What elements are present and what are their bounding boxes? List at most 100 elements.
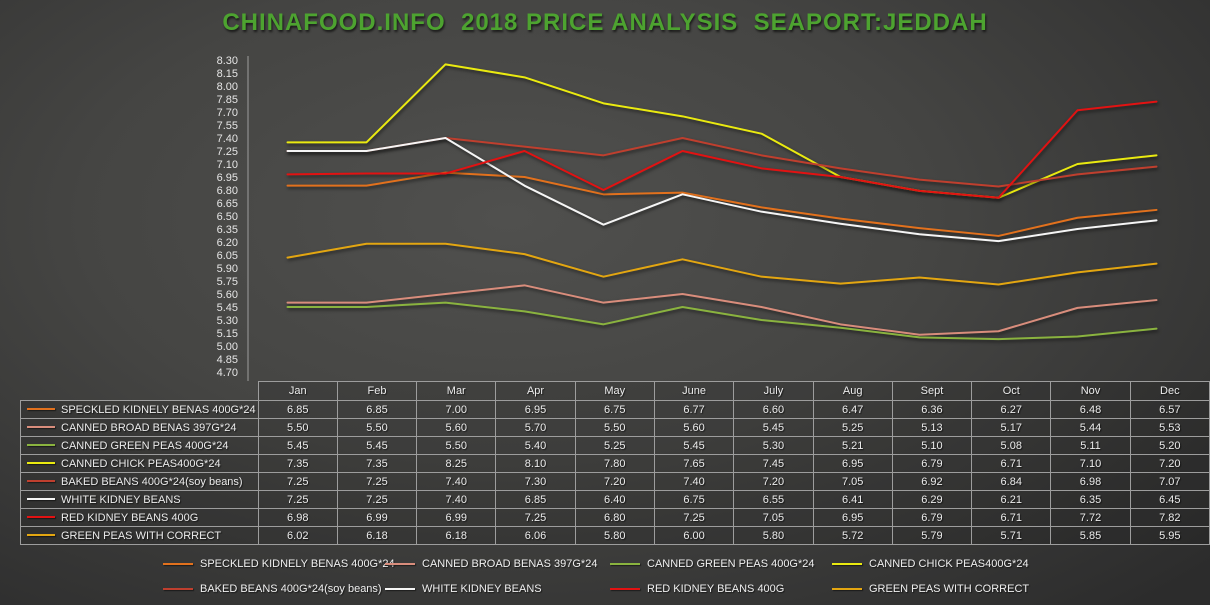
series-color-swatch [27,407,55,410]
y-axis-tick: 7.10 [217,159,238,171]
value-cell: 6.92 [891,472,973,491]
value-cell: 7.25 [257,490,338,509]
legend-swatch-icon [385,563,415,565]
value-cell: 5.08 [971,436,1052,455]
value-cell: 5.72 [812,526,893,545]
y-axis-tick: 5.60 [217,289,238,301]
value-cell: 5.79 [891,526,973,545]
value-cell: 7.20 [733,472,814,491]
month-header-cell: Mar [416,381,497,401]
y-axis-tick: 6.80 [217,185,238,197]
month-header-cell: Jan [257,381,338,401]
series-label-cell: CANNED CHICK PEAS400G*24 [20,454,259,473]
value-cell: 6.36 [891,400,973,419]
y-axis-tick: 6.05 [217,250,238,262]
value-cell: 7.05 [812,472,893,491]
value-cell: 5.17 [971,418,1052,437]
value-cell: 6.21 [971,490,1052,509]
value-cell: 6.45 [1129,490,1210,509]
value-cell: 6.40 [574,490,655,509]
value-cell: 7.25 [336,490,418,509]
month-header-cell: Dec [1129,381,1210,401]
table-row: GREEN PEAS WITH CORRECT 6.02 6.18 6.18 6.06 5… [20,526,1210,545]
value-cell: 6.71 [971,454,1052,473]
value-cell: 7.07 [1129,472,1210,491]
value-cell: 7.25 [495,508,576,527]
value-cell: 6.02 [257,526,338,545]
value-cell: 6.71 [971,508,1052,527]
value-cell: 7.82 [1129,508,1210,527]
legend-swatch-icon [163,588,193,590]
value-cell: 7.20 [1129,454,1210,473]
value-cell: 5.45 [257,436,338,455]
value-cell: 6.60 [733,400,814,419]
value-cell: 5.20 [1129,436,1210,455]
y-axis-tick: 7.55 [217,120,238,132]
y-axis-tick: 6.95 [217,172,238,184]
series-label: GREEN PEAS WITH CORRECT [61,529,222,542]
value-cell: 6.75 [574,400,655,419]
value-cell: 7.40 [653,472,735,491]
legend-item: CANNED CHICK PEAS400G*24 [832,556,1029,572]
value-cell: 6.57 [1129,400,1210,419]
y-axis-tick: 8.00 [217,81,238,93]
y-axis-tick: 6.20 [217,237,238,249]
value-cell: 5.25 [812,418,893,437]
legend-item: RED KIDNEY BEANS 400G [610,581,784,597]
series-color-swatch [27,479,55,482]
y-axis-tick: 8.15 [217,68,238,80]
value-cell: 5.50 [574,418,655,437]
value-cell: 6.75 [653,490,735,509]
value-cell: 7.30 [495,472,576,491]
legend-label: CANNED BROAD BENAS 397G*24 [422,558,598,570]
value-cell: 5.95 [1129,526,1210,545]
series-label: WHITE KIDNEY BEANS [61,493,181,506]
y-axis-tick: 5.30 [217,315,238,327]
series-label: CANNED BROAD BENAS 397G*24 [61,421,237,434]
month-header-cell: Sept [891,381,973,401]
legend-item: BAKED BEANS 400G*24(soy beans) [163,581,382,597]
table-row: BAKED BEANS 400G*24(soy beans) 7.25 7.25 7.… [20,472,1210,491]
legend-label: WHITE KIDNEY BEANS [422,583,542,595]
value-cell: 7.35 [336,454,418,473]
value-cell: 5.45 [336,436,418,455]
series-line-7 [286,242,1158,286]
value-cell: 6.79 [891,508,973,527]
value-cell: 5.50 [257,418,338,437]
legend-swatch-icon [610,588,640,590]
value-cell: 7.25 [257,472,338,491]
value-cell: 6.48 [1050,400,1131,419]
series-color-swatch [27,443,55,446]
value-cell: 5.10 [891,436,973,455]
month-header-cell: June [653,381,735,401]
value-cell: 5.44 [1050,418,1131,437]
value-cell: 6.84 [971,472,1052,491]
series-label-cell: GREEN PEAS WITH CORRECT [20,526,259,545]
month-header-cell: Nov [1050,381,1131,401]
month-header-cell: Apr [495,381,576,401]
value-cell: 5.71 [971,526,1052,545]
table-header-row: Jan Feb Mar Apr May June July Aug Sept Oct Nov Dec [21,381,1210,401]
value-cell: 5.40 [495,436,576,455]
value-cell: 5.60 [416,418,497,437]
value-cell: 7.25 [336,472,418,491]
value-cell: 6.55 [733,490,814,509]
table-row: CANNED BROAD BENAS 397G*24 5.50 5.50 5.60 5.… [20,418,1210,437]
value-cell: 6.95 [812,454,893,473]
legend-swatch-icon [610,563,640,565]
data-table: Jan Feb Mar Apr May June July Aug Sept Oct Nov Dec S… [20,381,1210,545]
value-cell: 7.10 [1050,454,1131,473]
legend-swatch-icon [832,588,862,590]
y-axis-tick: 4.70 [217,367,238,379]
table-row: WHITE KIDNEY BEANS 7.25 7.25 7.40 6.85 6.40 6.… [20,490,1210,509]
value-cell: 7.72 [1050,508,1131,527]
month-header-cell: Feb [336,381,418,401]
series-label-cell: BAKED BEANS 400G*24(soy beans) [20,472,259,491]
value-cell: 7.45 [733,454,814,473]
legend-item: WHITE KIDNEY BEANS [385,581,542,597]
table-row: CANNED GREEN PEAS 400G*24 5.45 5.45 5.50 5.4… [20,436,1210,455]
legend-item: SPECKLED KIDNELY BENAS 400G*24 [163,556,395,572]
value-cell: 6.95 [812,508,893,527]
value-cell: 5.45 [653,436,735,455]
